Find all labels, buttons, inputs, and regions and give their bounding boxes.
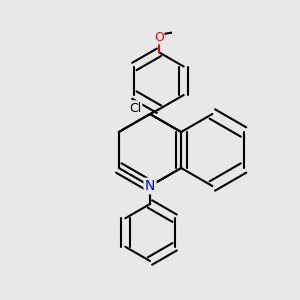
Text: Cl: Cl xyxy=(129,101,141,115)
Text: O: O xyxy=(154,31,164,44)
Text: N: N xyxy=(145,179,155,193)
